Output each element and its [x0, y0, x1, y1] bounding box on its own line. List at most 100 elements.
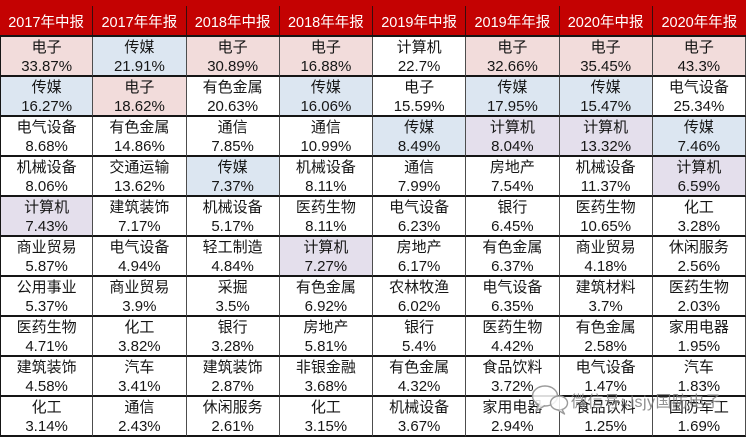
- industry-name: 银行: [404, 319, 435, 336]
- industry-name: 休闲服务: [668, 239, 729, 256]
- industry-value: 30.89%: [207, 58, 259, 75]
- industry-name: 计算机: [396, 39, 442, 56]
- table-header-row: 2017年中报 2017年年报 2018年中报 2018年年报 2019年中报 2019年…: [0, 6, 746, 35]
- industry-cell: 机械设备 8.11%: [279, 157, 373, 197]
- industry-value: 32.66%: [486, 58, 538, 75]
- industry-value: 3.15%: [304, 418, 348, 435]
- industry-value: 7.46%: [677, 138, 721, 155]
- industry-name: 家用电器: [668, 319, 729, 336]
- industry-name: 房地产: [489, 159, 535, 176]
- industry-cell: 化工 3.82%: [93, 317, 187, 357]
- industry-cell: 有色金属 14.86%: [93, 117, 187, 157]
- industry-name: 商业贸易: [575, 239, 636, 256]
- industry-name: 传媒: [31, 79, 62, 96]
- industry-name: 医药生物: [575, 199, 636, 216]
- column-header: 2020年年报: [652, 6, 746, 35]
- industry-cell: 机械设备 8.06%: [0, 157, 94, 197]
- industry-value: 2.43%: [118, 418, 161, 435]
- industry-cell: 建筑装饰 7.17%: [93, 197, 187, 237]
- industry-name: 传媒: [497, 79, 528, 96]
- industry-cell: 电子 33.87%: [0, 37, 94, 77]
- industry-value: 2.87%: [211, 378, 254, 395]
- industry-value: 4.58%: [25, 378, 68, 395]
- industry-name: 医药生物: [482, 319, 543, 336]
- industry-name: 商业贸易: [16, 239, 77, 256]
- industry-value: 5.17%: [211, 218, 254, 235]
- industry-cell: 电子 18.62%: [93, 77, 187, 117]
- industry-name: 化工: [31, 399, 62, 416]
- table-body: 电子 33.87% 传媒 21.91% 电子 30.89% 电子 16.88% 计算机 22.7%…: [0, 35, 746, 437]
- industry-name: 采掘: [217, 279, 248, 296]
- industry-value: 1.83%: [677, 378, 721, 395]
- industry-cell: 计算机 7.27%: [279, 237, 373, 277]
- industry-name: 银行: [217, 319, 248, 336]
- industry-cell: 家用电器 2.94%: [466, 397, 560, 437]
- industry-name: 建筑装饰: [16, 359, 77, 376]
- industry-value: 8.11%: [305, 218, 347, 235]
- industry-value: 13.62%: [113, 178, 165, 195]
- industry-name: 计算机: [303, 239, 349, 256]
- industry-name: 非银金融: [295, 359, 356, 376]
- column-header: 2018年年报: [279, 6, 373, 35]
- industry-cell: 银行 5.4%: [373, 317, 467, 357]
- industry-value: 10.99%: [300, 138, 352, 155]
- industry-cell: 计算机 13.32%: [559, 117, 653, 157]
- industry-value: 18.62%: [113, 98, 165, 115]
- column-header: 2019年年报: [466, 6, 560, 35]
- industry-name: 机械设备: [575, 159, 636, 176]
- industry-name: 有色金属: [575, 319, 636, 336]
- industry-name: 化工: [310, 399, 341, 416]
- industry-name: 医药生物: [668, 279, 729, 296]
- industry-cell: 轻工制造 4.84%: [186, 237, 280, 277]
- industry-name: 有色金属: [295, 279, 356, 296]
- industry-name: 有色金属: [202, 79, 263, 96]
- industry-name: 传媒: [683, 119, 714, 136]
- industry-value: 8.68%: [25, 138, 68, 155]
- industry-value: 1.25%: [584, 418, 627, 435]
- industry-value: 7.54%: [491, 178, 534, 195]
- industry-name: 建筑装饰: [109, 199, 170, 216]
- industry-cell: 电气设备 4.94%: [93, 237, 187, 277]
- industry-cell: 食品饮料 1.25%: [559, 397, 653, 437]
- industry-value: 22.7%: [397, 58, 441, 75]
- industry-name: 化工: [683, 199, 714, 216]
- industry-cell: 建筑材料 3.7%: [559, 277, 653, 317]
- industry-value: 16.06%: [300, 98, 352, 115]
- industry-value: 16.88%: [300, 58, 352, 75]
- industry-cell: 机械设备 11.37%: [559, 157, 653, 197]
- industry-name: 计算机: [583, 119, 629, 136]
- industry-cell: 通信 10.99%: [279, 117, 373, 157]
- industry-cell: 房地产 7.54%: [466, 157, 560, 197]
- industry-cell: 传媒 17.95%: [466, 77, 560, 117]
- industry-name: 电气设备: [16, 119, 77, 136]
- industry-value: 7.27%: [304, 258, 348, 275]
- industry-cell: 有色金属 2.58%: [559, 317, 653, 357]
- industry-cell: 传媒 16.27%: [0, 77, 94, 117]
- industry-name: 电子: [217, 39, 248, 56]
- industry-value: 6.92%: [304, 298, 348, 315]
- industry-cell: 电气设备 6.35%: [466, 277, 560, 317]
- industry-cell: 通信 2.43%: [93, 397, 187, 437]
- industry-name: 交通运输: [109, 159, 170, 176]
- industry-name: 建筑装饰: [202, 359, 263, 376]
- industry-name: 电气设备: [668, 79, 729, 96]
- industry-cell: 建筑装饰 4.58%: [0, 357, 94, 397]
- industry-value: 3.68%: [304, 378, 348, 395]
- column-header: 2017年中报: [0, 6, 94, 35]
- industry-value: 4.94%: [118, 258, 161, 275]
- industry-cell: 食品饮料 3.72%: [466, 357, 560, 397]
- industry-cell: 电气设备 8.68%: [0, 117, 94, 157]
- industry-name: 食品饮料: [482, 359, 543, 376]
- industry-name: 电气设备: [109, 239, 170, 256]
- industry-value: 3.14%: [25, 418, 68, 435]
- industry-value: 3.28%: [211, 338, 254, 355]
- industry-cell: 电气设备 25.34%: [652, 77, 746, 117]
- industry-name: 电子: [590, 39, 621, 56]
- industry-name: 通信: [217, 119, 248, 136]
- industry-value: 4.84%: [211, 258, 254, 275]
- industry-name: 电气设备: [482, 279, 543, 296]
- industry-cell: 国防军工 1.69%: [652, 397, 746, 437]
- industry-cell: 电子 16.88%: [279, 37, 373, 77]
- industry-name: 医药生物: [16, 319, 77, 336]
- industry-value: 17.95%: [486, 98, 538, 115]
